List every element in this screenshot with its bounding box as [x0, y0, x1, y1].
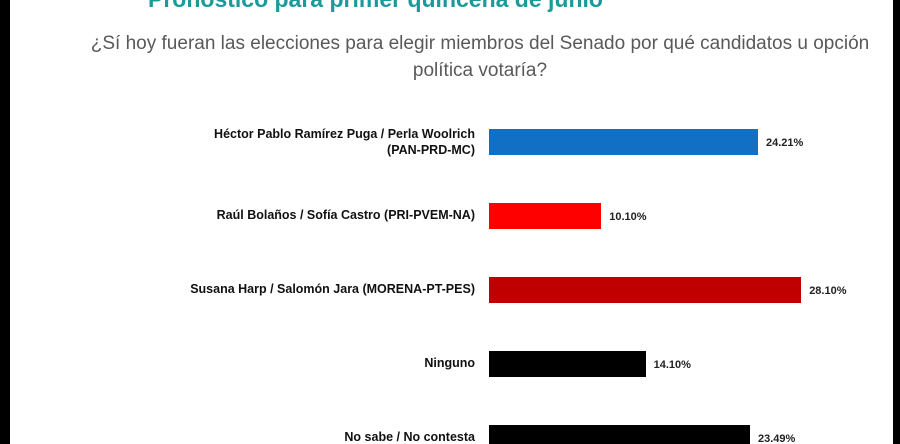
value-label: 28.10%	[809, 285, 847, 297]
category-label-line: (PAN-PRD-MC)	[387, 143, 475, 157]
chart-canvas: Pronóstico para primer quincena de junio…	[10, 0, 893, 444]
value-label: 10.10%	[609, 211, 647, 223]
category-label-line: Héctor Pablo Ramírez Puga / Perla Woolri…	[214, 127, 475, 141]
bar	[489, 425, 750, 444]
category-label-line: Susana Harp / Salomón Jara (MORENA-PT-PE…	[190, 282, 475, 296]
category-label-line: Raúl Bolaños / Sofía Castro (PRI-PVEM-NA…	[216, 208, 475, 222]
category-label: Susana Harp / Salomón Jara (MORENA-PT-PE…	[190, 281, 475, 297]
chart-subtitle: ¿Sí hoy fueran las elecciones para elegi…	[90, 33, 870, 81]
bar	[489, 277, 802, 303]
bar	[489, 351, 646, 377]
category-label: Raúl Bolaños / Sofía Castro (PRI-PVEM-NA…	[217, 207, 475, 223]
category-label: Ninguno	[424, 355, 475, 371]
category-label-line: Ninguno	[424, 356, 475, 370]
value-label: 23.49%	[757, 433, 796, 444]
category-label-line: No sabe / No contesta	[344, 430, 475, 444]
value-label: 14.10%	[653, 359, 691, 371]
category-label: No sabe / No contesta	[344, 429, 475, 444]
category-label: Héctor Pablo Ramírez Puga / Perla Woolri…	[214, 126, 475, 158]
bar	[489, 203, 602, 229]
chart-title: Pronóstico para primer quincena de junio	[148, 0, 603, 13]
bar	[489, 129, 758, 155]
value-label: 24.21%	[765, 137, 804, 149]
